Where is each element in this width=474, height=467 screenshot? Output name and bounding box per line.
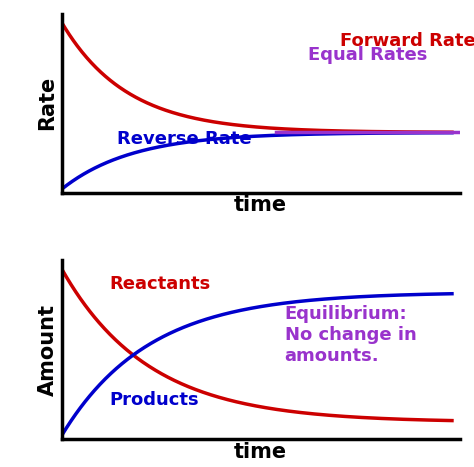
Text: Reactants: Reactants — [109, 275, 210, 293]
Text: Equilibrium:
No change in
amounts.: Equilibrium: No change in amounts. — [284, 305, 416, 365]
Y-axis label: Rate: Rate — [37, 76, 57, 130]
Text: Reverse Rate: Reverse Rate — [118, 130, 252, 148]
Y-axis label: Amount: Amount — [37, 304, 57, 396]
Text: Products: Products — [109, 391, 199, 409]
Text: Equal Rates: Equal Rates — [309, 46, 428, 64]
Text: Forward Rate: Forward Rate — [340, 32, 474, 50]
X-axis label: time: time — [234, 195, 287, 215]
X-axis label: time: time — [234, 442, 287, 462]
